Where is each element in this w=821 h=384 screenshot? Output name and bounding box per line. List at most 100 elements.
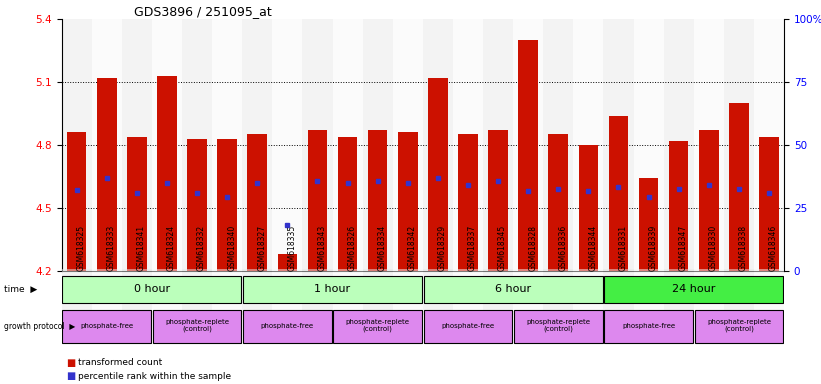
Bar <box>603 269 634 315</box>
Bar <box>639 179 658 271</box>
Bar <box>458 134 478 271</box>
Text: GSM618346: GSM618346 <box>769 225 778 271</box>
Bar <box>97 78 117 271</box>
Bar <box>337 137 357 271</box>
Bar <box>152 269 182 315</box>
Bar <box>302 269 333 315</box>
Bar <box>424 276 603 303</box>
Bar <box>724 19 754 271</box>
Bar <box>212 269 242 315</box>
Text: GSM618330: GSM618330 <box>709 225 718 271</box>
Bar <box>663 19 694 271</box>
Bar <box>302 19 333 271</box>
Bar <box>127 137 147 271</box>
Bar <box>62 269 92 315</box>
Text: GSM618328: GSM618328 <box>528 225 537 271</box>
Text: 24 hour: 24 hour <box>672 284 715 294</box>
Bar <box>518 40 538 271</box>
Text: GSM618347: GSM618347 <box>679 225 688 271</box>
Bar <box>604 310 693 343</box>
Text: time  ▶: time ▶ <box>4 285 37 294</box>
Bar <box>243 310 332 343</box>
Bar <box>573 269 603 315</box>
Text: GSM618329: GSM618329 <box>438 225 447 271</box>
Bar <box>333 310 422 343</box>
Bar <box>544 19 573 271</box>
Bar <box>453 19 483 271</box>
Text: GSM618325: GSM618325 <box>76 225 85 271</box>
Bar <box>212 19 242 271</box>
Bar <box>273 19 302 271</box>
Bar <box>62 19 92 271</box>
Bar <box>759 137 779 271</box>
Text: GSM618345: GSM618345 <box>498 225 507 271</box>
Bar <box>187 139 207 271</box>
Bar <box>218 139 237 271</box>
Bar <box>247 134 267 271</box>
Text: GSM618338: GSM618338 <box>739 225 748 271</box>
Text: GSM618340: GSM618340 <box>227 225 236 271</box>
Bar <box>67 132 86 271</box>
Bar <box>157 76 177 271</box>
Text: GSM618336: GSM618336 <box>558 225 567 271</box>
Bar <box>634 19 663 271</box>
Bar <box>663 269 694 315</box>
Text: phosphate-free: phosphate-free <box>622 323 675 329</box>
Bar <box>724 269 754 315</box>
Bar <box>754 269 784 315</box>
Text: growth protocol  ▶: growth protocol ▶ <box>4 322 76 331</box>
Text: transformed count: transformed count <box>78 358 163 367</box>
Bar <box>392 269 423 315</box>
Bar <box>62 276 241 303</box>
Bar <box>152 19 182 271</box>
Text: GSM618339: GSM618339 <box>649 225 658 271</box>
Bar <box>548 134 568 271</box>
Text: GSM618332: GSM618332 <box>197 225 206 271</box>
Text: phosphate-replete
(control): phosphate-replete (control) <box>526 319 590 333</box>
Text: GSM618334: GSM618334 <box>378 225 387 271</box>
Text: GSM618327: GSM618327 <box>257 225 266 271</box>
Bar <box>699 130 718 271</box>
Text: 6 hour: 6 hour <box>495 284 531 294</box>
Bar <box>182 19 212 271</box>
Bar <box>333 19 363 271</box>
Bar <box>603 19 634 271</box>
Bar <box>122 19 152 271</box>
Text: GSM618344: GSM618344 <box>589 225 598 271</box>
Bar <box>729 103 749 271</box>
Bar <box>695 310 783 343</box>
Text: GSM618343: GSM618343 <box>318 225 327 271</box>
Bar <box>333 269 363 315</box>
Text: phosphate-free: phosphate-free <box>80 323 133 329</box>
Bar <box>242 19 273 271</box>
Text: GSM618333: GSM618333 <box>107 225 116 271</box>
Bar <box>669 141 689 271</box>
Bar <box>634 269 663 315</box>
Text: GDS3896 / 251095_at: GDS3896 / 251095_at <box>134 5 272 18</box>
Text: percentile rank within the sample: percentile rank within the sample <box>78 372 232 381</box>
Text: GSM618341: GSM618341 <box>137 225 146 271</box>
Bar <box>424 310 512 343</box>
Bar <box>573 19 603 271</box>
Bar <box>514 310 603 343</box>
Bar <box>694 269 724 315</box>
Text: GSM618331: GSM618331 <box>618 225 627 271</box>
Text: 0 hour: 0 hour <box>134 284 170 294</box>
Bar <box>392 19 423 271</box>
Text: ■: ■ <box>66 358 75 368</box>
Bar <box>242 269 273 315</box>
Text: GSM618335: GSM618335 <box>287 225 296 271</box>
Text: GSM618342: GSM618342 <box>408 225 417 271</box>
Text: phosphate-replete
(control): phosphate-replete (control) <box>707 319 771 333</box>
Text: GSM618324: GSM618324 <box>167 225 176 271</box>
Text: phosphate-free: phosphate-free <box>261 323 314 329</box>
Text: GSM618337: GSM618337 <box>468 225 477 271</box>
Bar <box>273 269 302 315</box>
Bar <box>308 130 328 271</box>
Bar <box>153 310 241 343</box>
Bar <box>122 269 152 315</box>
Bar <box>368 130 388 271</box>
Bar <box>277 254 297 271</box>
Bar <box>754 19 784 271</box>
Text: 1 hour: 1 hour <box>314 284 351 294</box>
